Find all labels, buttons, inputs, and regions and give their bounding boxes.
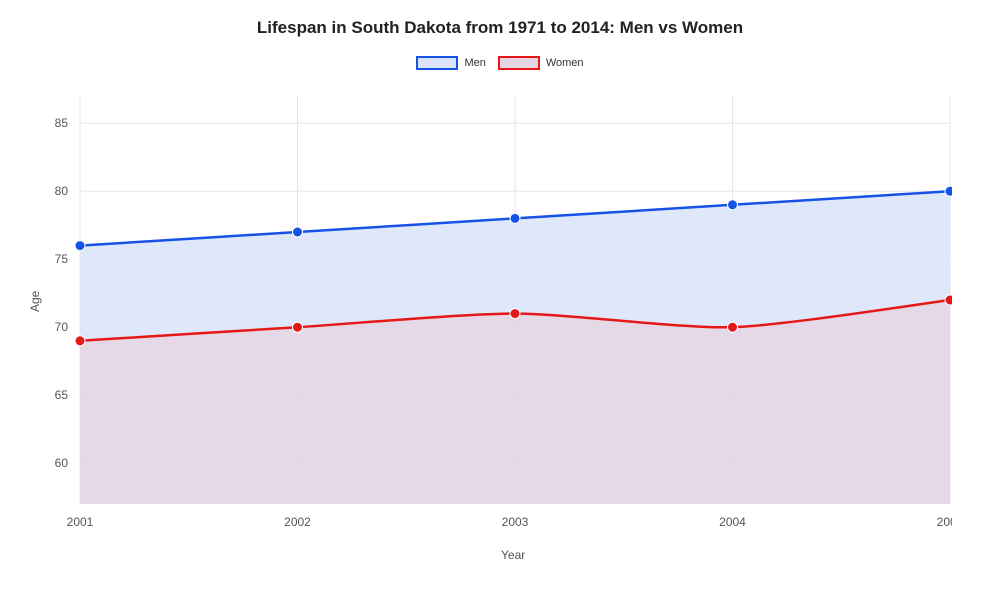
chart-title: Lifespan in South Dakota from 1971 to 20…	[0, 0, 1000, 38]
y-tick-labels: 60 65 70 75 80 85	[55, 116, 69, 470]
legend-swatch-women	[498, 56, 540, 70]
data-point[interactable]	[510, 213, 520, 223]
legend: Men Women	[0, 56, 1000, 70]
data-point[interactable]	[945, 295, 952, 305]
x-tick-label: 2001	[67, 515, 94, 529]
x-tick-label: 2004	[719, 515, 746, 529]
data-point[interactable]	[75, 336, 85, 346]
legend-label-women: Women	[546, 57, 584, 69]
y-tick-label: 75	[55, 252, 69, 266]
y-axis-title: Age	[28, 291, 42, 312]
legend-item-men[interactable]: Men	[416, 56, 485, 70]
x-axis-title: Year	[501, 548, 525, 562]
legend-label-men: Men	[464, 57, 485, 69]
y-tick-label: 70	[55, 320, 69, 334]
data-point[interactable]	[293, 227, 303, 237]
y-tick-label: 65	[55, 388, 69, 402]
data-point[interactable]	[728, 322, 738, 332]
plot-area: 20012002200320042005 606570758085	[40, 96, 910, 566]
data-point[interactable]	[293, 322, 303, 332]
y-tick-label: 80	[55, 184, 69, 198]
x-tick-label: 2005	[937, 515, 952, 529]
y-tick-label: 60	[55, 456, 69, 470]
data-point[interactable]	[510, 309, 520, 319]
legend-swatch-men	[416, 56, 458, 70]
y-tick-label: 85	[55, 116, 69, 130]
x-tick-labels: 2001 2002 2003 2004 2005	[67, 515, 952, 529]
data-point[interactable]	[728, 200, 738, 210]
data-point[interactable]	[945, 186, 952, 196]
chart-container: Lifespan in South Dakota from 1971 to 20…	[0, 0, 1000, 600]
legend-item-women[interactable]: Women	[498, 56, 584, 70]
x-tick-label: 2002	[284, 515, 311, 529]
data-point[interactable]	[75, 241, 85, 251]
x-tick-label: 2003	[502, 515, 529, 529]
chart-svg: 2001 2002 2003 2004 2005 60 65 70 75 80 85	[40, 96, 952, 566]
